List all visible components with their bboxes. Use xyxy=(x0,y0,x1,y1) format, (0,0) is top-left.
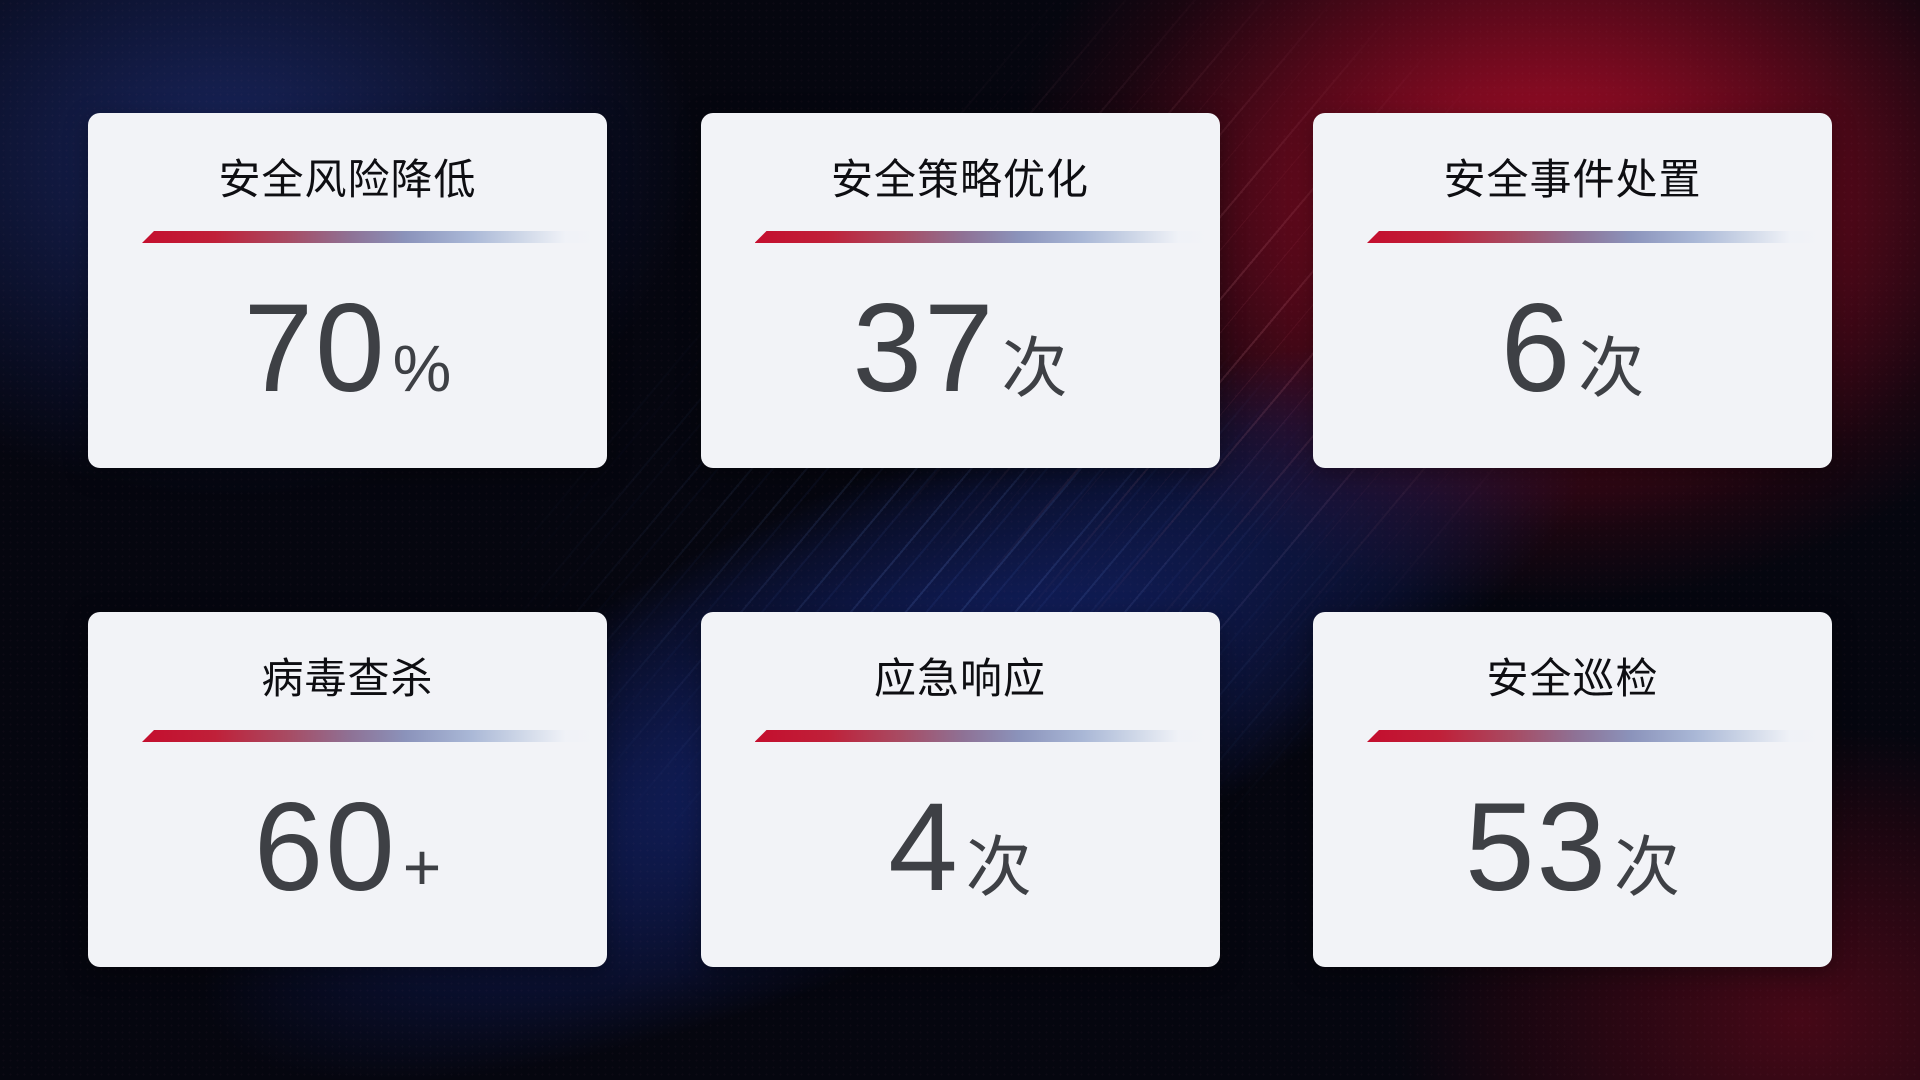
stat-card-value-row: 60 + xyxy=(88,776,607,919)
gradient-divider xyxy=(142,231,597,243)
gradient-divider xyxy=(1367,730,1822,742)
stat-card-value: 37 xyxy=(852,279,996,418)
gradient-divider xyxy=(754,730,1210,742)
gradient-divider xyxy=(1367,231,1822,243)
stat-card-title: 安全风险降低 xyxy=(218,156,477,203)
stat-card: 安全事件处置 6 次 xyxy=(1313,113,1832,468)
stat-card-unit: 次 xyxy=(965,830,1032,904)
stat-card-value-row: 70 % xyxy=(88,277,607,420)
stat-card-unit: 次 xyxy=(1614,830,1681,904)
stat-card-unit: 次 xyxy=(1578,331,1645,405)
stat-card-value: 60 xyxy=(253,778,397,917)
stat-card-value: 53 xyxy=(1464,778,1609,917)
gradient-divider xyxy=(142,730,597,742)
stat-card-value: 4 xyxy=(888,778,960,917)
stat-card-value: 70 xyxy=(243,279,387,418)
stat-card-value-row: 37 次 xyxy=(701,277,1220,420)
stat-card-unit: 次 xyxy=(1001,331,1068,405)
stat-card-title: 病毒查杀 xyxy=(261,655,434,702)
stat-card-unit: % xyxy=(392,331,452,405)
stat-card: 安全策略优化 37 次 xyxy=(700,113,1220,468)
stat-card-unit: + xyxy=(402,830,442,904)
stat-card: 病毒查杀 60 + xyxy=(88,612,607,967)
stat-card-value-row: 6 次 xyxy=(1313,277,1832,420)
stat-card-title: 安全巡检 xyxy=(1486,655,1659,702)
stat-card-value-row: 53 次 xyxy=(1313,776,1832,919)
stat-card-value: 6 xyxy=(1500,279,1573,418)
stat-card-title: 安全事件处置 xyxy=(1443,156,1702,203)
stat-card-title: 应急响应 xyxy=(873,655,1046,702)
gradient-divider xyxy=(754,231,1210,243)
stat-card: 应急响应 4 次 xyxy=(700,612,1220,967)
stat-card-title: 安全策略优化 xyxy=(830,156,1089,203)
stat-card-value-row: 4 次 xyxy=(701,776,1220,919)
stat-card: 安全风险降低 70 % xyxy=(88,113,607,468)
stat-card: 安全巡检 53 次 xyxy=(1313,612,1832,967)
